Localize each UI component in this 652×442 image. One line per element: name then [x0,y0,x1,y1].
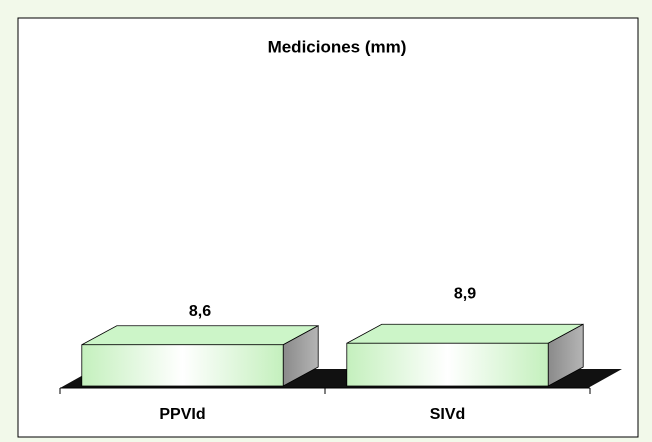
bar-front [81,344,284,387]
bar [81,325,319,387]
data-label: 8,9 [454,285,476,302]
bar-top [81,325,319,346]
data-label: 8,6 [189,303,211,320]
bar-front [346,342,549,387]
bar [346,323,584,387]
chart-title: Mediciones (mm) [268,37,407,56]
x-tick-label: SIVd [430,406,466,423]
bar-top [346,323,584,344]
x-tick-label: PPVId [159,406,205,423]
